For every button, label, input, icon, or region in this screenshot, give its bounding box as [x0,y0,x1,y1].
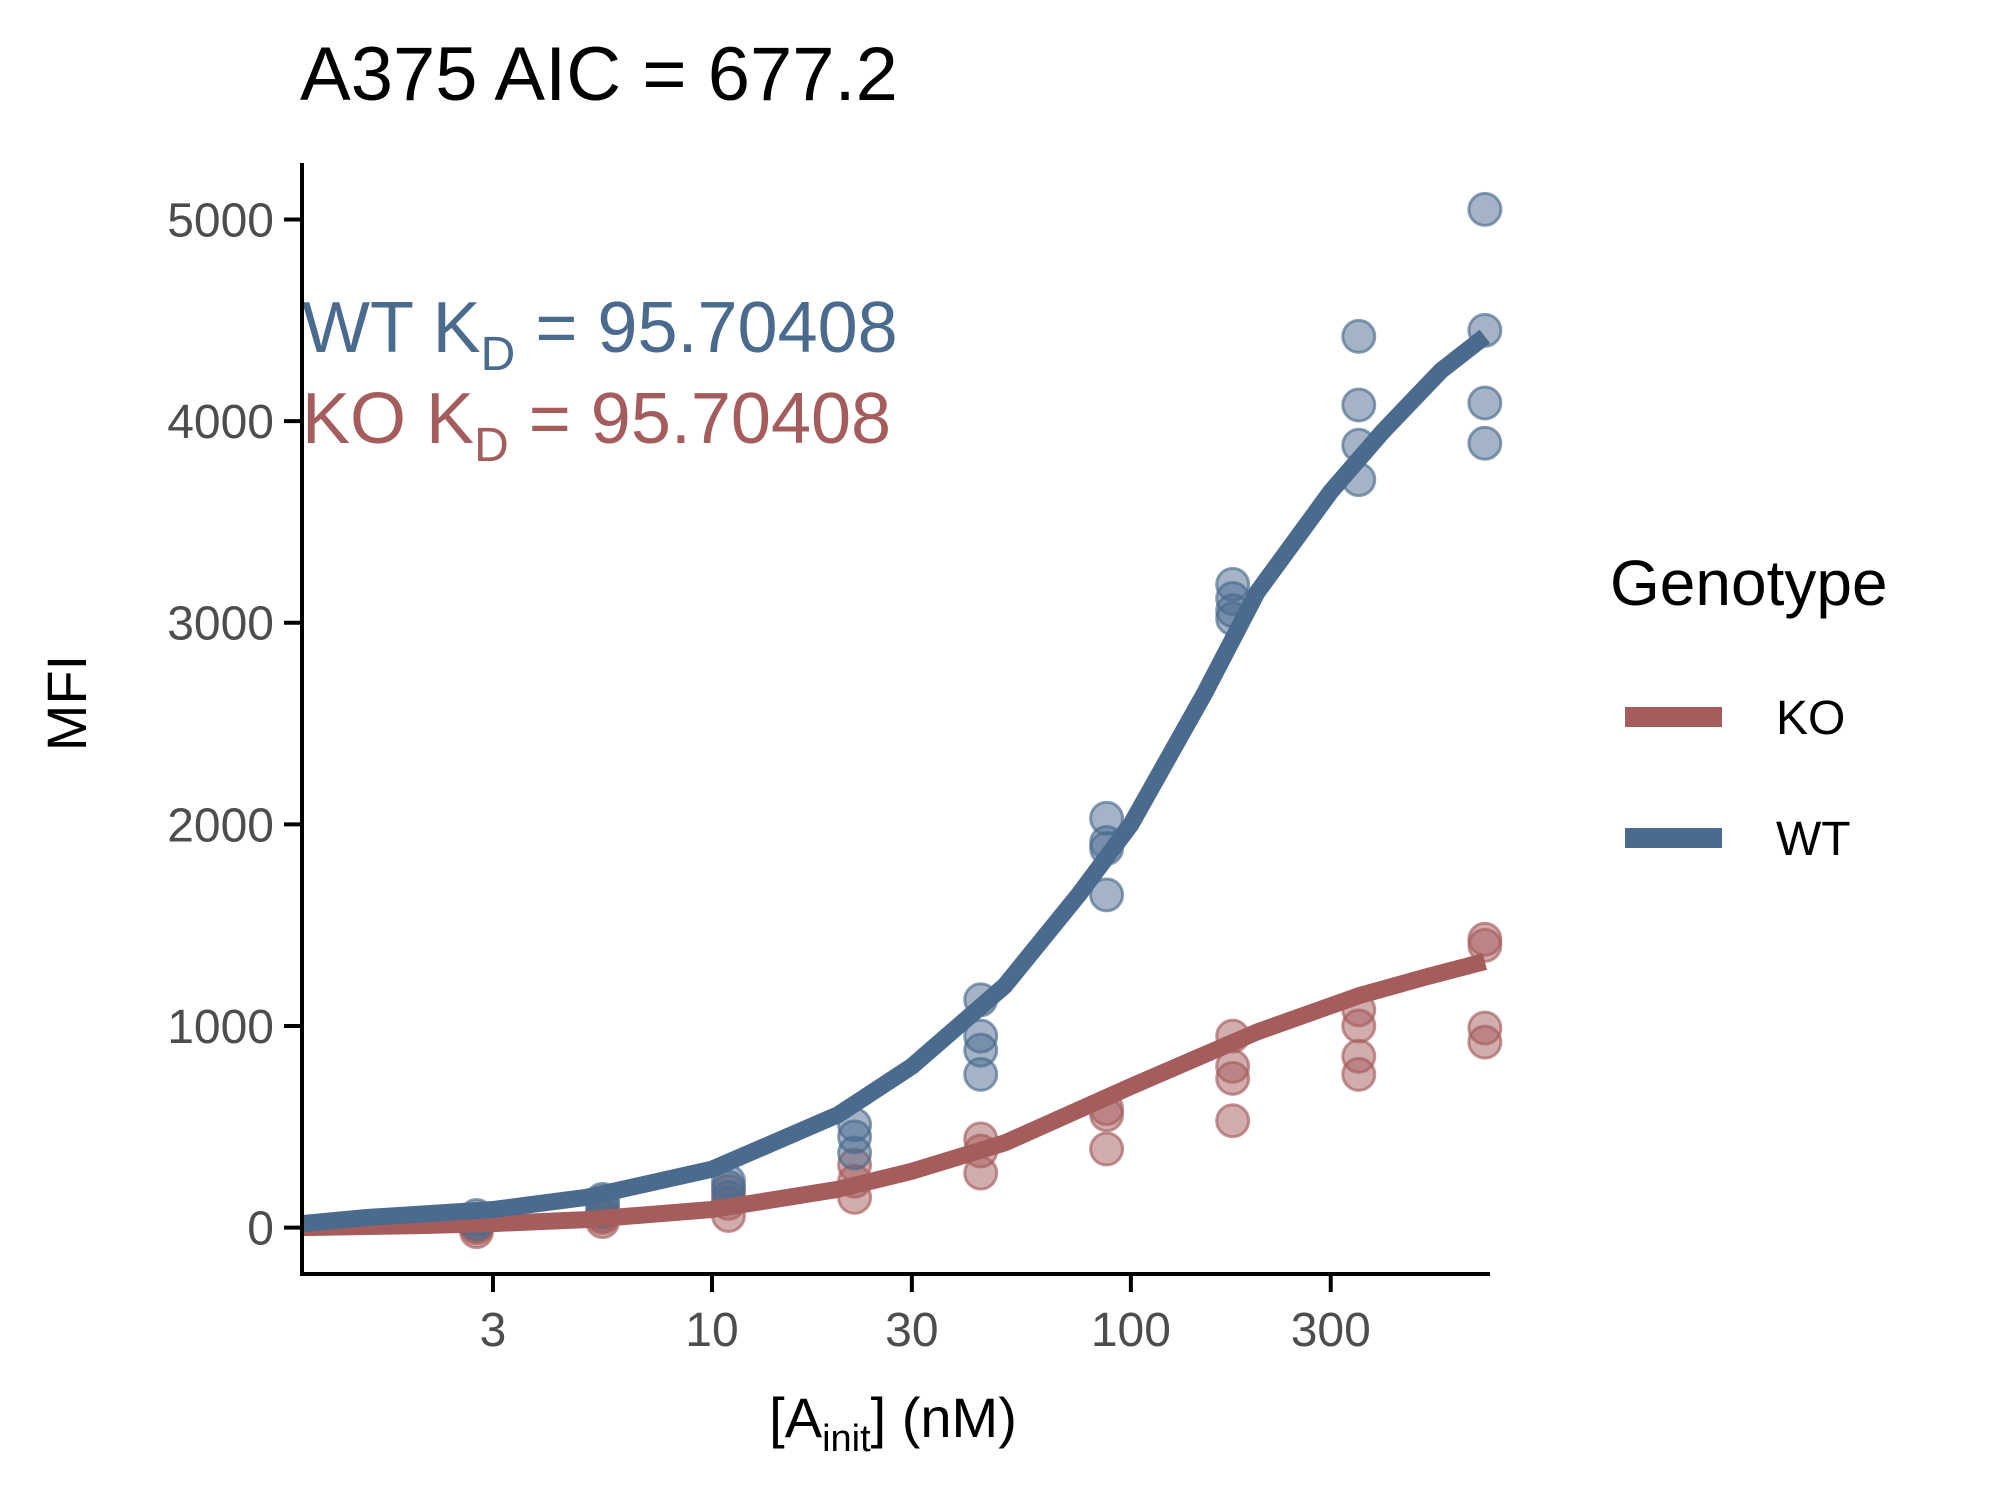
x-tick-label: 3 [480,1304,507,1357]
data-point-wt [1341,318,1377,354]
kd-annotation-wt: WT KD = 95.70408 [302,288,898,381]
axes: 0 1000 2000 3000 4000 5000 3 10 30 100 300 [167,163,1490,1357]
y-ticks: 0 1000 2000 3000 4000 5000 [167,194,302,1256]
x-axis-title-sub: init [822,1418,871,1460]
data-point-wt [1341,387,1377,423]
y-axis-title: MFI [35,655,98,751]
x-axis-title-main: [A [769,1386,823,1449]
x-tick-label: 100 [1091,1304,1171,1357]
fits-layer [301,329,1491,1237]
data-point-wt [1215,566,1251,602]
fit-line-ko [301,953,1488,1237]
data-point-ko [1341,1038,1377,1074]
fit-line-wt [301,329,1491,1233]
kd-annotation-subscript: D [474,419,509,472]
data-point-wt [963,1018,999,1054]
y-tick-label: 0 [247,1203,274,1256]
kd-annotation-ko: KO KD = 95.70408 [302,379,891,472]
x-ticks: 3 10 30 100 300 [480,1274,1371,1357]
data-point-wt [1089,800,1125,836]
plot-area [301,191,1503,1250]
data-point-ko [1215,1103,1251,1139]
data-point-wt [1467,191,1503,227]
data-point-wt [1467,425,1503,461]
x-axis-title-rest: ] (nM) [871,1386,1017,1449]
x-tick-label: 300 [1291,1304,1371,1357]
data-point-wt [1089,877,1125,913]
y-tick-label: 5000 [167,194,274,247]
x-tick-label: 30 [885,1304,938,1357]
legend-entries: KO WT [1625,692,1851,866]
legend-title: Genotype [1610,547,1888,619]
kd-annotation-subscript: D [481,328,516,381]
kd-annotation-prefix: KO K [302,379,474,459]
data-point-ko [1467,921,1503,957]
kd-annotation-value: = 95.70408 [515,288,897,368]
x-axis-title: [Ainit] (nM) [769,1386,1017,1460]
kd-annotation-value: = 95.70408 [509,379,891,459]
y-tick-label: 2000 [167,799,274,852]
kd-annotation-prefix: WT K [302,288,481,368]
y-tick-label: 3000 [167,598,274,651]
x-tick-label: 10 [685,1304,738,1357]
legend-label-ko: KO [1776,692,1845,745]
data-point-ko [1467,1010,1503,1046]
chart-title: A375 AIC = 677.2 [300,32,898,117]
y-tick-label: 1000 [167,1001,274,1054]
legend: Genotype KO WT [1610,547,1888,866]
y-tick-label: 4000 [167,396,274,449]
legend-label-wt: WT [1776,813,1851,866]
data-point-wt [1467,385,1503,421]
data-point-ko [1089,1131,1125,1167]
